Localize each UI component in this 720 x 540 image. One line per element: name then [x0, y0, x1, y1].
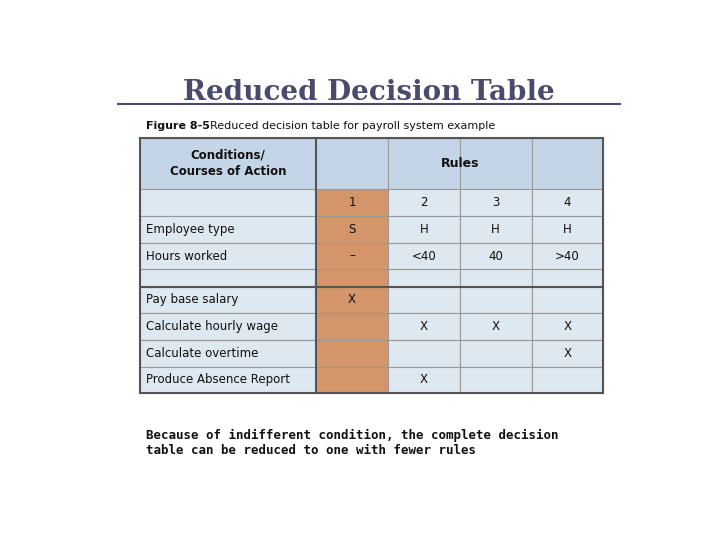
Bar [531, 216, 603, 242]
Text: Calculate overtime: Calculate overtime [145, 347, 258, 360]
Bar [316, 269, 388, 287]
Bar [316, 190, 388, 216]
Text: 1: 1 [348, 196, 356, 209]
Bar [388, 138, 460, 190]
Text: Reduced decision table for payroll system example: Reduced decision table for payroll syste… [210, 121, 495, 131]
Text: H: H [491, 223, 500, 236]
Bar [140, 138, 603, 393]
Bar [388, 269, 460, 287]
Bar [140, 367, 316, 393]
Bar [140, 216, 316, 242]
Bar [316, 216, 388, 242]
Text: Pay base salary: Pay base salary [145, 293, 238, 306]
Text: >40: >40 [555, 249, 580, 262]
Bar [140, 138, 316, 190]
Text: X: X [564, 347, 572, 360]
Text: Figure 8-5: Figure 8-5 [145, 121, 210, 131]
Bar [388, 313, 460, 340]
Text: 40: 40 [488, 249, 503, 262]
Bar [531, 287, 603, 313]
Bar [388, 242, 460, 269]
Text: Because of indifferent condition, the complete decision
table can be reduced to : Because of indifferent condition, the co… [145, 429, 558, 457]
Bar [140, 269, 316, 287]
Bar [316, 340, 388, 367]
Text: H: H [563, 223, 572, 236]
Bar [460, 313, 531, 340]
Text: X: X [348, 293, 356, 306]
Bar [460, 190, 531, 216]
Text: X: X [420, 374, 428, 387]
Text: Produce Absence Report: Produce Absence Report [145, 374, 289, 387]
Bar [140, 190, 316, 216]
Bar [460, 242, 531, 269]
Bar [388, 287, 460, 313]
Bar [531, 313, 603, 340]
Text: Conditions/
Courses of Action: Conditions/ Courses of Action [170, 148, 287, 178]
Bar [316, 242, 388, 269]
Bar [531, 138, 603, 190]
Bar [460, 367, 531, 393]
Bar [388, 216, 460, 242]
Text: S: S [348, 223, 356, 236]
Bar [316, 138, 388, 190]
Text: 3: 3 [492, 196, 500, 209]
Text: Reduced Decision Table: Reduced Decision Table [183, 79, 555, 106]
Text: <40: <40 [412, 249, 436, 262]
Text: H: H [420, 223, 428, 236]
Text: Employee type: Employee type [145, 223, 235, 236]
Text: Calculate hourly wage: Calculate hourly wage [145, 320, 278, 333]
Bar [460, 138, 531, 190]
Bar [531, 242, 603, 269]
Text: X: X [492, 320, 500, 333]
Bar [531, 269, 603, 287]
Bar [531, 367, 603, 393]
Bar [140, 287, 316, 313]
Text: Rules: Rules [441, 157, 479, 170]
Bar [316, 287, 388, 313]
Text: X: X [564, 320, 572, 333]
Bar [140, 313, 316, 340]
Text: 2: 2 [420, 196, 428, 209]
Bar [460, 340, 531, 367]
Bar [388, 190, 460, 216]
Text: Hours worked: Hours worked [145, 249, 227, 262]
Bar [531, 190, 603, 216]
Bar [140, 340, 316, 367]
Bar [460, 287, 531, 313]
Bar [531, 340, 603, 367]
Text: X: X [420, 320, 428, 333]
Bar [316, 367, 388, 393]
Bar [388, 367, 460, 393]
Text: –: – [349, 249, 355, 262]
Bar [388, 340, 460, 367]
Bar [140, 242, 316, 269]
Text: 4: 4 [564, 196, 571, 209]
Bar [460, 269, 531, 287]
Bar [316, 313, 388, 340]
Bar [460, 216, 531, 242]
